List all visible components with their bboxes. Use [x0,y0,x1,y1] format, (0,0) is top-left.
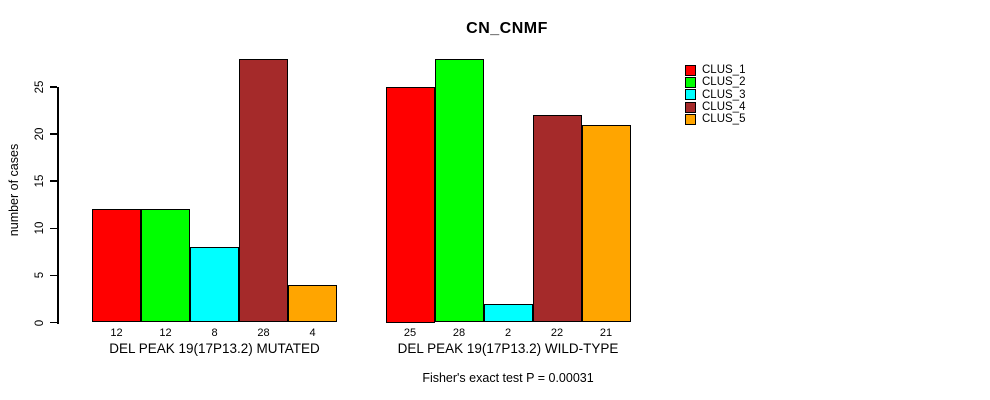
bar-clus_4-group2 [532,115,582,323]
y-axis-line [57,87,59,324]
chart-title: CN_CNMF [466,20,548,37]
bar-value-label: 25 [403,327,417,339]
bar-clus_2-group1 [141,209,190,323]
y-tick-label: 0 [34,319,46,326]
legend-label: CLUS_4 [702,101,746,114]
bar-value-label: 12 [110,327,123,339]
bar-clus_3-group1 [190,247,239,323]
y-tick [50,133,57,135]
legend-label: CLUS_1 [702,64,746,77]
legend-item-clus_5: CLUS_5 [685,113,745,125]
bar-value-label: 22 [550,327,564,339]
x-category-label: DEL PEAK 19(17P13.2) MUTATED [109,341,320,356]
y-tick-label: 25 [34,80,46,94]
bar-value-label: 28 [452,327,466,339]
y-tick [50,321,57,324]
bar-value-label: 8 [211,327,218,339]
legend-item-clus_1: CLUS_1 [685,64,745,76]
legend-label: CLUS_3 [702,88,746,101]
annotation-fisher-test: Fisher's exact test P = 0.00031 [422,371,594,385]
bar-value-label: 21 [599,327,613,339]
legend-label: CLUS_2 [702,76,746,89]
y-tick-label: 10 [34,221,46,235]
bar-value-label: 28 [257,327,270,339]
bar-value-label: 12 [159,327,172,339]
legend-swatch-clus_3 [685,89,696,101]
bar-clus_1-group2 [385,87,435,323]
bar-clus_5-group1 [288,284,337,323]
y-tick [50,274,57,277]
legend-item-clus_4: CLUS_4 [685,101,745,113]
y-tick [50,180,57,182]
legend-item-clus_3: CLUS_3 [685,89,745,101]
y-tick [50,227,57,230]
y-tick-label: 15 [34,174,46,188]
legend-swatch-clus_1 [685,64,696,76]
bar-clus_1-group1 [92,209,141,323]
y-tick-label: 20 [34,127,46,141]
y-tick [50,86,57,88]
legend-swatch-clus_2 [685,76,696,88]
bar-clus_5-group2 [581,124,631,323]
legend-swatch-clus_4 [685,101,696,113]
bar-clus_3-group2 [483,303,533,323]
bar-value-label: 4 [309,327,316,339]
x-category-label: DEL PEAK 19(17P13.2) WILD-TYPE [397,341,619,356]
legend: CLUS_1 CLUS_2 CLUS_3 CLUS_4 CLUS_5 [685,64,745,125]
y-tick-label: 5 [34,272,46,279]
bar-clus_2-group2 [434,58,484,323]
legend-label: CLUS_5 [702,113,746,126]
bar-clus_4-group1 [239,58,288,323]
legend-swatch-clus_5 [685,113,696,125]
bar-value-label: 2 [504,327,512,339]
legend-item-clus_2: CLUS_2 [685,76,745,88]
